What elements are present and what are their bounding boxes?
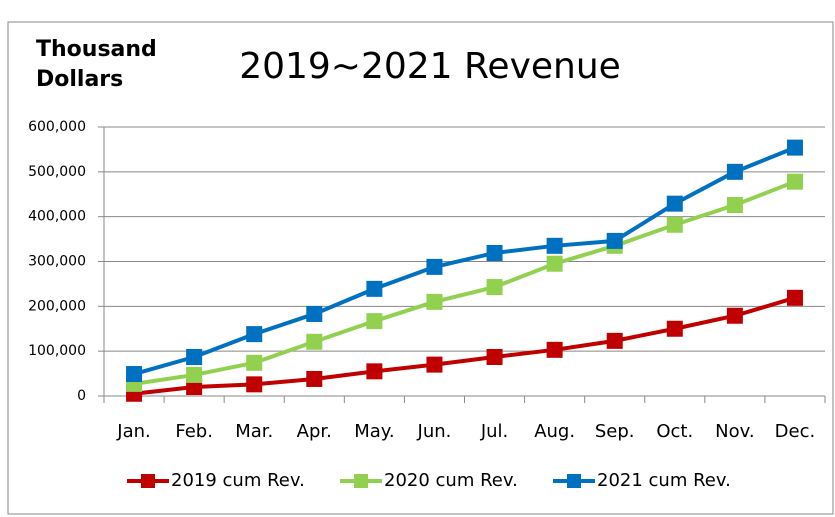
- point: [666, 216, 683, 233]
- y-tick-label: 500,000: [28, 164, 86, 180]
- point: [246, 376, 263, 393]
- point: [786, 139, 803, 156]
- point: [486, 348, 503, 365]
- x-tick-label: Oct.: [656, 421, 693, 442]
- x-tick-label: Nov.: [715, 421, 754, 442]
- point: [366, 280, 383, 297]
- point: [486, 279, 503, 296]
- y-tick-label: 400,000: [28, 209, 86, 225]
- point: [366, 363, 383, 380]
- point: [306, 305, 323, 322]
- y-tick-label: 0: [77, 388, 86, 404]
- point: [666, 195, 683, 212]
- x-tick-label: May.: [354, 421, 394, 442]
- point: [546, 237, 563, 254]
- series-line: [133, 145, 796, 376]
- x-tick-label: Feb.: [175, 421, 213, 442]
- x-tick-label: Jun.: [417, 421, 452, 442]
- point: [726, 163, 743, 180]
- point: [606, 332, 623, 349]
- point: [726, 197, 743, 214]
- x-tick-label: Jul.: [480, 421, 508, 442]
- chart-border: [7, 21, 834, 515]
- x-tick-label: Dec.: [775, 421, 816, 442]
- series-line: [133, 295, 796, 396]
- legend-marker: [141, 474, 155, 488]
- point: [306, 370, 323, 387]
- point: [306, 333, 323, 350]
- point: [426, 356, 443, 373]
- point: [186, 379, 203, 396]
- point: [546, 341, 563, 358]
- legend-label: 2021 cum Rev.: [597, 470, 731, 491]
- point: [246, 326, 263, 343]
- point: [426, 258, 443, 275]
- x-tick-label: Apr.: [297, 421, 332, 442]
- legend-marker: [354, 474, 368, 488]
- x-tick-label: Sep.: [595, 421, 635, 442]
- point: [426, 293, 443, 310]
- point: [546, 255, 563, 272]
- x-tick-label: Mar.: [235, 421, 273, 442]
- y-tick-label: 600,000: [28, 119, 86, 135]
- chart-title: 2019~2021 Revenue: [239, 46, 621, 87]
- point: [606, 232, 623, 249]
- point: [186, 348, 203, 365]
- point: [666, 320, 683, 337]
- y-tick-label: 300,000: [28, 254, 86, 270]
- point: [246, 354, 263, 371]
- legend-label: 2019 cum Rev.: [171, 470, 305, 491]
- y-tick-label: 100,000: [28, 343, 86, 359]
- point: [486, 244, 503, 261]
- point: [786, 173, 803, 190]
- point: [726, 307, 743, 324]
- point: [126, 366, 143, 383]
- x-tick-label: Aug.: [534, 421, 575, 442]
- y-tick-label: 200,000: [28, 298, 86, 314]
- point: [186, 366, 203, 383]
- series-line: [133, 179, 796, 386]
- legend-label: 2020 cum Rev.: [384, 470, 518, 491]
- legend-marker: [567, 474, 581, 488]
- y-axis-label: Thousand Dollars: [36, 37, 164, 92]
- x-tick-label: Jan.: [116, 421, 150, 442]
- point: [786, 289, 803, 306]
- point: [366, 313, 383, 330]
